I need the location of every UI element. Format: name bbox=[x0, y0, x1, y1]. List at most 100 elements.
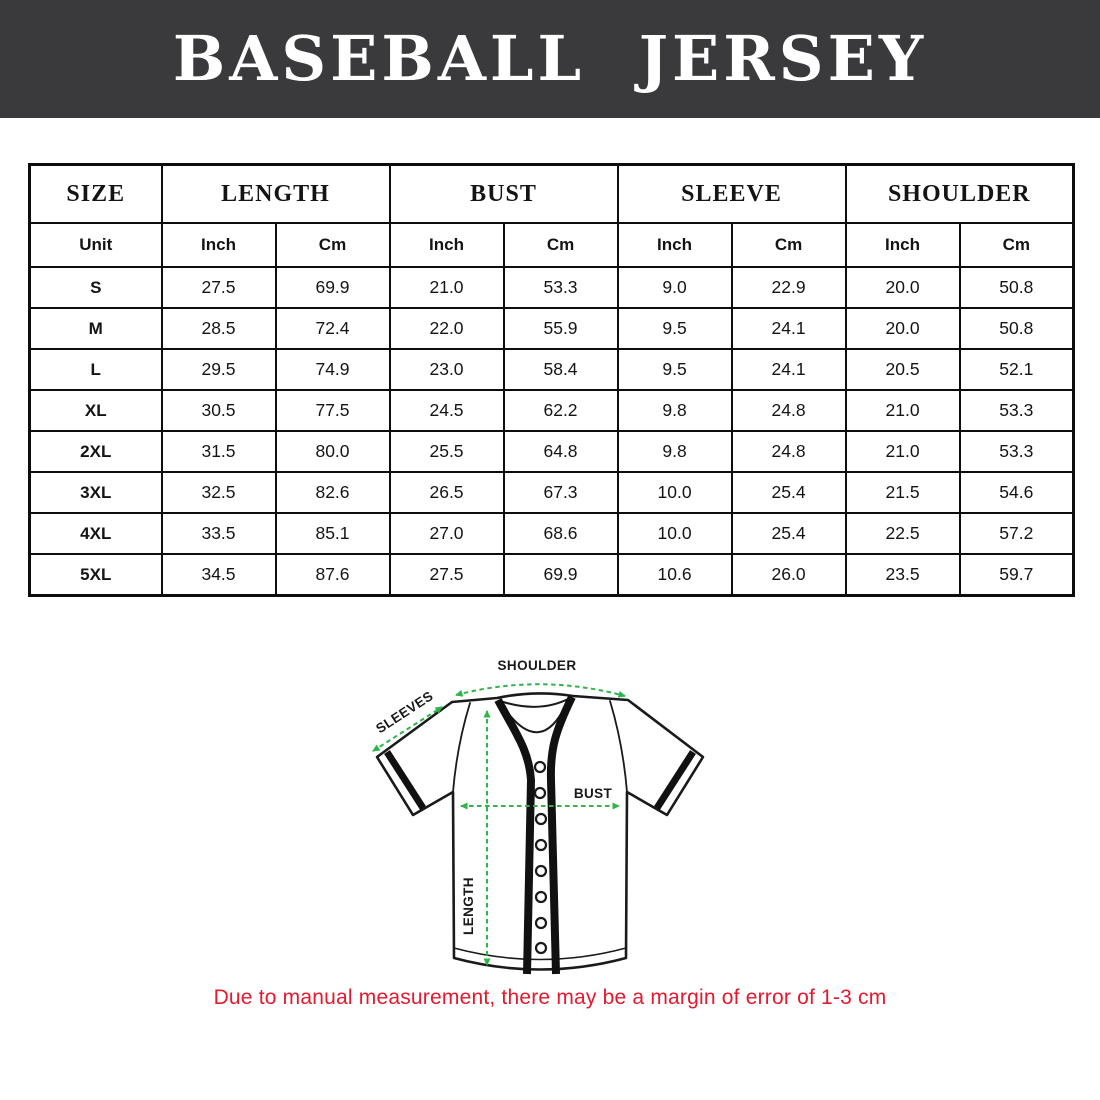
value-cell: 22.0 bbox=[388, 307, 505, 350]
size-cell: L bbox=[28, 348, 163, 391]
value-cell: 24.1 bbox=[730, 307, 847, 350]
value-cell: 25.4 bbox=[730, 512, 847, 555]
value-cell: 29.5 bbox=[160, 348, 277, 391]
value-cell: 10.0 bbox=[616, 471, 733, 514]
table-row: L 29.5 74.9 23.0 58.4 9.5 24.1 20.5 52.1 bbox=[28, 348, 1075, 391]
value-cell: 10.6 bbox=[616, 553, 733, 597]
value-cell: 21.0 bbox=[844, 430, 961, 473]
unit-inch: Inch bbox=[844, 222, 961, 268]
unit-label: Unit bbox=[28, 222, 163, 268]
unit-inch: Inch bbox=[160, 222, 277, 268]
shoulder-label: SHOULDER bbox=[498, 658, 577, 673]
table-row: XL 30.5 77.5 24.5 62.2 9.8 24.8 21.0 53.… bbox=[28, 389, 1075, 432]
size-cell: M bbox=[28, 307, 163, 350]
column-header-size: SIZE bbox=[28, 163, 163, 224]
value-cell: 62.2 bbox=[502, 389, 619, 432]
value-cell: 23.0 bbox=[388, 348, 505, 391]
size-cell: 3XL bbox=[28, 471, 163, 514]
value-cell: 9.5 bbox=[616, 307, 733, 350]
jersey-buttons bbox=[533, 760, 548, 955]
table-row: 4XL 33.5 85.1 27.0 68.6 10.0 25.4 22.5 5… bbox=[28, 512, 1075, 555]
value-cell: 9.5 bbox=[616, 348, 733, 391]
value-cell: 27.0 bbox=[388, 512, 505, 555]
length-label: LENGTH bbox=[461, 877, 476, 935]
table-row: S 27.5 69.9 21.0 53.3 9.0 22.9 20.0 50.8 bbox=[28, 266, 1075, 309]
value-cell: 57.2 bbox=[958, 512, 1075, 555]
value-cell: 24.1 bbox=[730, 348, 847, 391]
value-cell: 58.4 bbox=[502, 348, 619, 391]
value-cell: 9.8 bbox=[616, 389, 733, 432]
disclaimer-text: Due to manual measurement, there may be … bbox=[213, 986, 887, 1009]
value-cell: 59.7 bbox=[958, 553, 1075, 597]
value-cell: 32.5 bbox=[160, 471, 277, 514]
value-cell: 24.5 bbox=[388, 389, 505, 432]
value-cell: 24.8 bbox=[730, 430, 847, 473]
unit-cm: Cm bbox=[274, 222, 391, 268]
value-cell: 21.5 bbox=[844, 471, 961, 514]
value-cell: 10.0 bbox=[616, 512, 733, 555]
value-cell: 69.9 bbox=[274, 266, 391, 309]
value-cell: 50.8 bbox=[958, 266, 1075, 309]
sleeves-arrow bbox=[372, 706, 443, 752]
value-cell: 26.0 bbox=[730, 553, 847, 597]
value-cell: 34.5 bbox=[160, 553, 277, 597]
value-cell: 87.6 bbox=[274, 553, 391, 597]
unit-cm: Cm bbox=[502, 222, 619, 268]
value-cell: 22.5 bbox=[844, 512, 961, 555]
value-cell: 68.6 bbox=[502, 512, 619, 555]
value-cell: 24.8 bbox=[730, 389, 847, 432]
column-header-bust: BUST bbox=[388, 163, 619, 224]
jersey-measurement-diagram: SHOULDER SLEEVES BUST LENGTH bbox=[330, 640, 770, 990]
value-cell: 52.1 bbox=[958, 348, 1075, 391]
value-cell: 82.6 bbox=[274, 471, 391, 514]
size-cell: S bbox=[28, 266, 163, 309]
value-cell: 53.3 bbox=[502, 266, 619, 309]
unit-cm: Cm bbox=[958, 222, 1075, 268]
value-cell: 53.3 bbox=[958, 430, 1075, 473]
value-cell: 74.9 bbox=[274, 348, 391, 391]
page-title: BASEBALL JERSEY bbox=[172, 22, 928, 95]
value-cell: 85.1 bbox=[274, 512, 391, 555]
size-cell: 5XL bbox=[28, 553, 163, 597]
value-cell: 22.9 bbox=[730, 266, 847, 309]
size-chart-table: SIZE LENGTH BUST SLEEVE SHOULDER Unit In… bbox=[28, 163, 1076, 597]
value-cell: 67.3 bbox=[502, 471, 619, 514]
value-cell: 55.9 bbox=[502, 307, 619, 350]
value-cell: 77.5 bbox=[274, 389, 391, 432]
value-cell: 30.5 bbox=[160, 389, 277, 432]
placket-bands bbox=[494, 695, 576, 975]
table-row: 5XL 34.5 87.6 27.5 69.9 10.6 26.0 23.5 5… bbox=[28, 553, 1075, 597]
value-cell: 69.9 bbox=[502, 553, 619, 597]
value-cell: 50.8 bbox=[958, 307, 1075, 350]
value-cell: 72.4 bbox=[274, 307, 391, 350]
sleeve-stripes bbox=[384, 750, 696, 810]
bust-label: BUST bbox=[574, 786, 613, 801]
table-row: 2XL 31.5 80.0 25.5 64.8 9.8 24.8 21.0 53… bbox=[28, 430, 1075, 473]
size-cell: 4XL bbox=[28, 512, 163, 555]
column-header-shoulder: SHOULDER bbox=[844, 163, 1075, 224]
value-cell: 20.0 bbox=[844, 266, 961, 309]
value-cell: 23.5 bbox=[844, 553, 961, 597]
value-cell: 27.5 bbox=[160, 266, 277, 309]
unit-header-row: Unit Inch Cm Inch Cm Inch Cm Inch Cm bbox=[28, 222, 1075, 268]
value-cell: 28.5 bbox=[160, 307, 277, 350]
value-cell: 21.0 bbox=[844, 389, 961, 432]
value-cell: 27.5 bbox=[388, 553, 505, 597]
value-cell: 20.5 bbox=[844, 348, 961, 391]
value-cell: 31.5 bbox=[160, 430, 277, 473]
value-cell: 26.5 bbox=[388, 471, 505, 514]
value-cell: 54.6 bbox=[958, 471, 1075, 514]
jersey-diagram-svg: SHOULDER SLEEVES BUST LENGTH bbox=[372, 658, 705, 975]
value-cell: 53.3 bbox=[958, 389, 1075, 432]
value-cell: 25.5 bbox=[388, 430, 505, 473]
value-cell: 80.0 bbox=[274, 430, 391, 473]
value-cell: 21.0 bbox=[388, 266, 505, 309]
group-header-row: SIZE LENGTH BUST SLEEVE SHOULDER bbox=[28, 163, 1075, 224]
column-header-sleeve: SLEEVE bbox=[616, 163, 847, 224]
table-row: 3XL 32.5 82.6 26.5 67.3 10.0 25.4 21.5 5… bbox=[28, 471, 1075, 514]
value-cell: 64.8 bbox=[502, 430, 619, 473]
column-header-length: LENGTH bbox=[160, 163, 391, 224]
title-banner: BASEBALL JERSEY bbox=[0, 0, 1100, 118]
table-row: M 28.5 72.4 22.0 55.9 9.5 24.1 20.0 50.8 bbox=[28, 307, 1075, 350]
unit-inch: Inch bbox=[388, 222, 505, 268]
